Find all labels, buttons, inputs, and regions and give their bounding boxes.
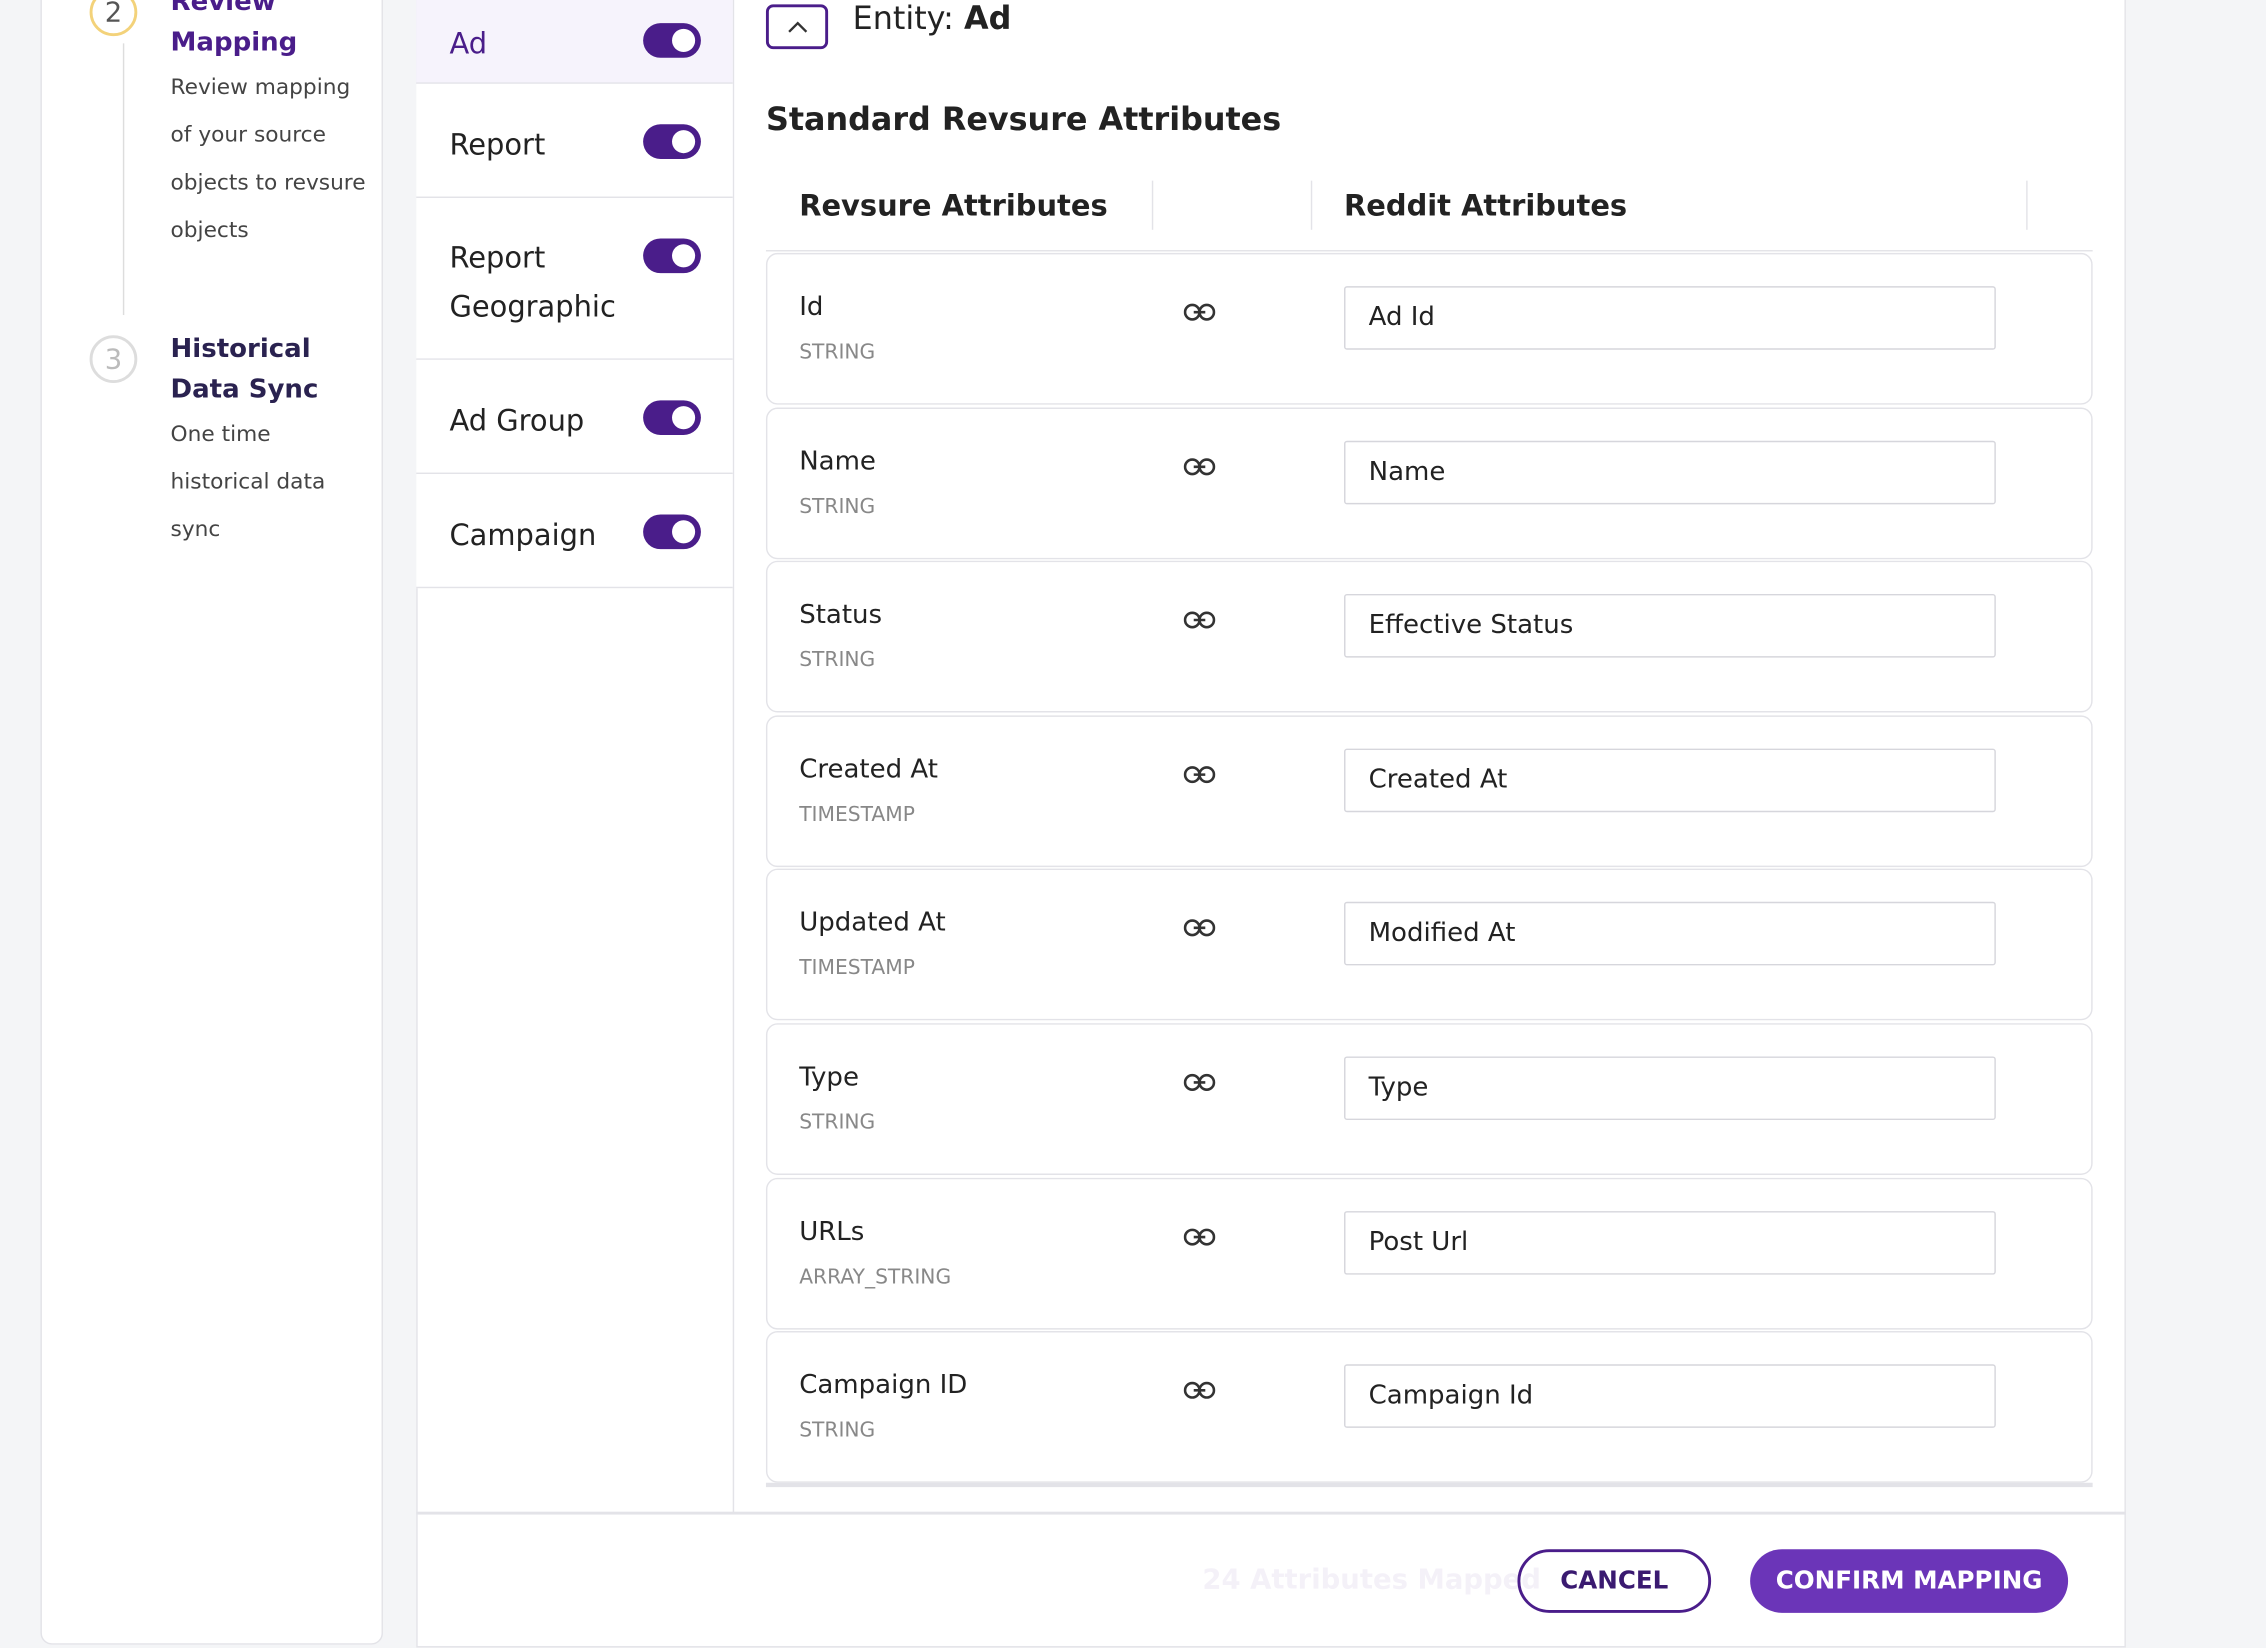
attribute-name: Id: [799, 291, 824, 323]
mapped-attribute-input[interactable]: Modified At: [1344, 902, 1996, 966]
step-number: 3: [89, 335, 138, 383]
link-icon: [1183, 1379, 1216, 1402]
entity-item[interactable]: Report Geographic: [416, 197, 733, 360]
mapped-attribute-input[interactable]: Ad Id: [1344, 286, 1996, 350]
entity-toggle[interactable]: [643, 23, 701, 58]
attribute-type: ARRAY_STRING: [799, 1265, 952, 1289]
attribute-name: Status: [799, 600, 883, 631]
attribute-type: STRING: [799, 1419, 876, 1443]
entity-toggle[interactable]: [643, 238, 701, 274]
entity-label: Report: [449, 126, 546, 162]
attribute-name: Created At: [799, 754, 938, 785]
toggle-knob: [672, 519, 696, 543]
section-title: Standard Revsure Attributes: [765, 102, 1282, 139]
link-glyph: [1183, 1382, 1216, 1400]
attribute-type: STRING: [799, 649, 876, 673]
link-icon: [1183, 609, 1216, 632]
column-separator: [2026, 180, 2028, 230]
attribute-type: TIMESTAMP: [799, 957, 915, 981]
column-header: Revsure Attributes: [799, 187, 1108, 223]
link-glyph: [1183, 303, 1216, 321]
entity-name: Ad: [964, 1, 1012, 38]
toggle-knob: [672, 28, 696, 53]
link-glyph: [1183, 919, 1216, 937]
entity-header: Entity: Ad: [853, 0, 1012, 40]
cancel-button[interactable]: CANCEL: [1517, 1549, 1712, 1613]
entity-label: Ad: [449, 26, 488, 61]
link-glyph: [1183, 457, 1216, 475]
collapse-button[interactable]: [765, 4, 829, 50]
attribute-type: STRING: [799, 495, 876, 519]
confirm-button[interactable]: CONFIRM MAPPING: [1750, 1549, 2069, 1613]
step-title: Historical Data Sync: [170, 333, 319, 405]
link-icon: [1183, 1071, 1216, 1094]
link-glyph: [1183, 765, 1216, 783]
step-number: 2: [89, 0, 138, 37]
attribute-type: STRING: [799, 1111, 876, 1135]
step-title: Review Mapping: [170, 0, 298, 58]
link-glyph: [1183, 1227, 1216, 1246]
entity-toggle[interactable]: [643, 513, 701, 549]
footer-border: [416, 1511, 2126, 1515]
entity-item[interactable]: Campaign: [416, 474, 733, 589]
divider: [732, 0, 735, 1514]
entity-item[interactable]: Ad Group: [416, 359, 733, 475]
entity-label: Entity:: [852, 1, 954, 38]
attribute-row: Type STRING Type: [765, 1023, 2093, 1175]
mapped-attribute-input[interactable]: Name: [1344, 440, 1996, 504]
attribute-name: Updated At: [799, 908, 946, 939]
attribute-row: URLs ARRAY_STRING Post Url: [765, 1177, 2093, 1329]
scroll-edge: [765, 1482, 2093, 1488]
attribute-type: STRING: [799, 341, 876, 365]
entity-toggle[interactable]: [643, 399, 701, 435]
link-icon: [1183, 455, 1216, 478]
entity-label: Campaign: [449, 516, 597, 552]
entity-item[interactable]: Ad: [416, 0, 733, 84]
toggle-knob: [672, 244, 696, 268]
attribute-row: Updated At TIMESTAMP Modified At: [765, 869, 2093, 1021]
attribute-row: Name STRING Name: [765, 406, 2093, 559]
attribute-name: Campaign ID: [799, 1370, 968, 1401]
mapped-attribute-input[interactable]: Post Url: [1344, 1210, 1996, 1275]
column-separator: [1310, 180, 1313, 230]
toggle-knob: [672, 405, 696, 429]
chevron-up-icon: [787, 21, 807, 33]
link-icon: [1183, 917, 1216, 940]
attribute-row: Created At TIMESTAMP Created At: [765, 715, 2093, 867]
attribute-name: URLs: [799, 1216, 865, 1247]
entity-label: Report Geographic: [449, 239, 616, 324]
attribute-row: Id STRING Ad Id: [765, 252, 2093, 405]
header-border: [765, 250, 2093, 252]
link-icon: [1183, 301, 1216, 324]
step-description: One time historical data sync: [170, 420, 326, 542]
mapped-count: 24 Attributes Mapped: [1202, 1563, 1541, 1596]
attribute-type: TIMESTAMP: [799, 803, 915, 827]
link-icon: [1183, 1225, 1216, 1248]
link-icon: [1183, 763, 1216, 786]
entity-toggle[interactable]: [643, 123, 701, 159]
mapped-attribute-input[interactable]: Effective Status: [1344, 594, 1996, 658]
toggle-knob: [672, 129, 696, 153]
steps-panel: [40, 0, 383, 1645]
mapped-attribute-input[interactable]: Type: [1344, 1056, 1996, 1121]
attribute-name: Type: [799, 1062, 859, 1093]
entity-label: Ad Group: [449, 402, 585, 438]
link-glyph: [1183, 611, 1216, 629]
attribute-row: Status STRING Effective Status: [765, 561, 2093, 713]
attribute-row: Campaign ID STRING Campaign Id: [765, 1331, 2093, 1484]
entity-item[interactable]: Report: [416, 83, 733, 198]
link-glyph: [1183, 1073, 1216, 1091]
mapped-attribute-input[interactable]: Created At: [1344, 748, 1996, 812]
step-connector: [122, 43, 125, 316]
step-description: Review mapping of your source objects to…: [170, 73, 366, 243]
attribute-name: Name: [799, 445, 876, 477]
column-header: Reddit Attributes: [1344, 187, 1628, 223]
column-separator: [1151, 180, 1154, 230]
mapped-attribute-input[interactable]: Campaign Id: [1344, 1364, 1996, 1429]
